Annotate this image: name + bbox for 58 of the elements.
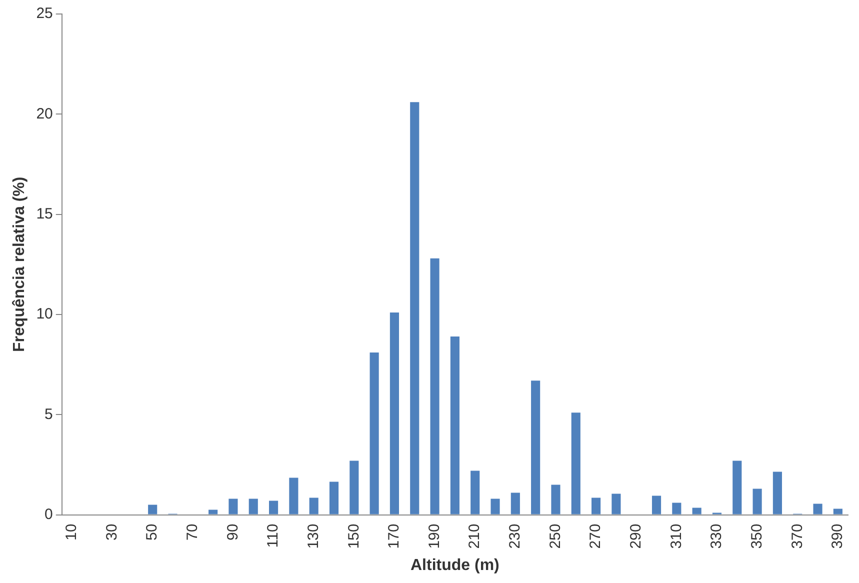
bar	[772, 472, 782, 514]
bar	[248, 498, 258, 514]
y-tick-label: 10	[36, 306, 53, 323]
bar	[592, 498, 601, 514]
bar	[268, 500, 278, 514]
bar	[612, 494, 621, 514]
bar	[370, 352, 379, 514]
bar	[148, 504, 158, 514]
x-tick-label: 270	[587, 524, 604, 549]
bar	[470, 470, 480, 514]
bar	[208, 510, 218, 514]
bar	[672, 502, 682, 514]
x-tick-label: 250	[546, 524, 564, 549]
bar	[289, 478, 298, 514]
bar	[390, 312, 400, 514]
x-tick-label: 110	[264, 524, 282, 548]
bar	[430, 258, 440, 514]
bar	[490, 498, 500, 514]
bar	[350, 460, 359, 514]
x-tick-label: 170	[386, 524, 403, 549]
x-tick-label: 390	[829, 524, 846, 549]
bar	[752, 488, 762, 514]
x-tick-label: 10	[63, 524, 80, 540]
bar	[329, 482, 339, 514]
x-tick-label: 90	[224, 524, 242, 540]
bar	[450, 336, 460, 514]
x-tick-label: 130	[304, 524, 322, 549]
y-tick-label: 20	[36, 105, 53, 122]
bar	[732, 460, 742, 514]
y-axis-title: Frequência relativa (%)	[11, 176, 28, 352]
y-tick-label: 0	[44, 506, 53, 523]
x-tick-label: 310	[668, 524, 685, 549]
x-tick-label: 150	[345, 524, 362, 549]
x-tick-label: 230	[506, 524, 524, 549]
bar	[833, 508, 842, 514]
bar	[510, 492, 520, 514]
bar	[410, 102, 420, 514]
bar	[813, 504, 822, 514]
bar	[571, 412, 580, 514]
x-tick-label: 210	[466, 524, 484, 549]
y-tick-label: 25	[36, 5, 53, 22]
x-tick-label: 330	[708, 524, 726, 549]
x-tick-label: 70	[184, 524, 202, 540]
bar	[309, 498, 318, 514]
y-tick-label: 15	[36, 205, 53, 222]
bar	[551, 484, 560, 514]
x-tick-label: 290	[627, 524, 644, 549]
x-axis-title: Altitude (m)	[410, 556, 500, 574]
x-tick-label: 370	[788, 524, 806, 549]
bar	[228, 498, 238, 514]
bar	[652, 496, 662, 514]
x-tick-label: 30	[103, 524, 120, 540]
x-tick-label: 350	[748, 524, 766, 549]
y-tick-label: 5	[44, 406, 53, 423]
x-tick-label: 190	[426, 524, 443, 549]
bar	[692, 508, 702, 514]
bar	[531, 380, 540, 514]
x-tick-label: 50	[144, 524, 161, 540]
